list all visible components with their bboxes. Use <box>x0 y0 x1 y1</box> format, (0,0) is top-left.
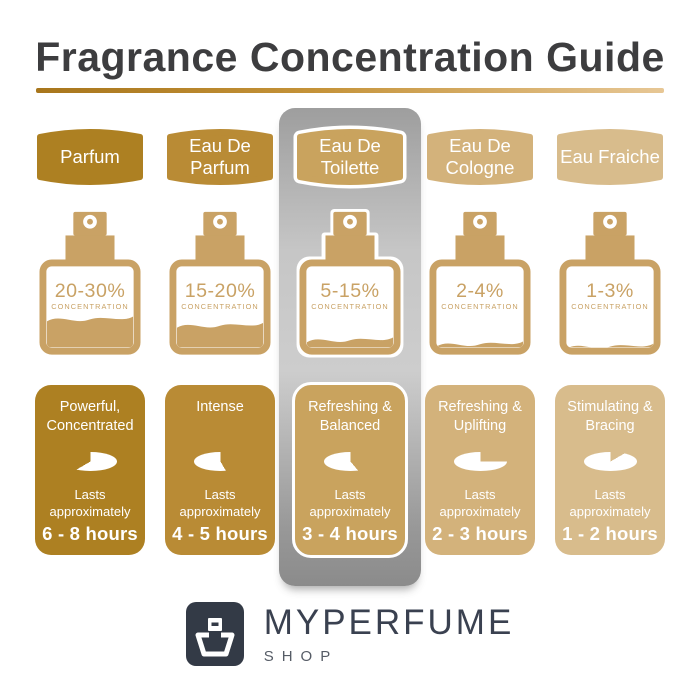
info-card: Refreshing & Balanced Lasts approximatel… <box>292 382 408 559</box>
brand-logo-icon <box>185 602 244 667</box>
column-eau-de-cologne: Eau De Cologne <box>425 126 535 556</box>
bottle-neck <box>65 235 115 261</box>
lasts-label: Lasts approximately <box>569 487 651 520</box>
clock-pie-icon <box>323 452 377 472</box>
type-badge: Eau De Cologne <box>425 126 535 188</box>
info-card: Powerful, Concentrated Lasts approximate… <box>35 385 145 556</box>
sprayer-nozzle-dot <box>217 218 223 225</box>
concentration-label: CONCENTRATION <box>311 302 389 311</box>
type-badge: Eau De Toilette <box>293 125 407 189</box>
clock-pie-icon <box>583 452 637 472</box>
concentration-value: 2-4% <box>456 280 504 302</box>
character-label: Refreshing & Balanced <box>308 399 392 434</box>
page-title: Fragrance Concentration Guide <box>35 34 665 80</box>
duration-value: 4 - 5 hours <box>172 523 268 545</box>
concentration-label: CONCENTRATION <box>51 302 129 311</box>
perfume-bottle-illustration: 1-3% CONCENTRATION <box>555 208 665 359</box>
duration-value: 2 - 3 hours <box>432 523 528 545</box>
perfume-bottle-illustration: 15-20% CONCENTRATION <box>165 208 275 359</box>
concentration-value: 20-30% <box>55 280 126 302</box>
concentration-value: 5-15% <box>320 280 379 302</box>
bottle-neck <box>455 235 505 261</box>
character-label: Stimulating & Bracing <box>567 399 653 434</box>
column-parfum: Parfum <box>35 126 145 556</box>
type-badge-label: Eau De Toilette <box>319 135 381 179</box>
liquid-fill <box>46 316 134 348</box>
columns-grid: Parfum <box>35 108 665 587</box>
cap-dash <box>211 622 219 627</box>
clock-pie-icon <box>193 452 247 472</box>
type-badge: Parfum <box>35 126 145 188</box>
bottle-neck <box>195 235 245 261</box>
badge-shape-icon <box>557 129 663 186</box>
concentration-value: 1-3% <box>586 280 634 302</box>
column-eau-de-toilette-highlighted: Eau De Toilette <box>292 125 408 559</box>
brand-subtitle: SHOP <box>263 648 339 666</box>
lasts-label: Lasts approximately <box>439 487 521 520</box>
bottle-body <box>299 259 401 355</box>
bottle-body <box>429 259 531 355</box>
bottle-neck <box>325 235 375 261</box>
duration-value: 6 - 8 hours <box>42 523 138 545</box>
perfume-bottle-illustration: 20-30% CONCENTRATION <box>35 208 145 359</box>
column-eau-fraiche: Eau Fraiche <box>555 126 665 556</box>
lasts-label: Lasts approximately <box>309 487 391 520</box>
character-label: Refreshing & Uplifting <box>438 399 522 434</box>
sprayer-nozzle-dot <box>347 218 353 225</box>
sprayer-nozzle-dot <box>607 218 613 225</box>
column-eau-de-parfum: Eau De Parfum <box>165 126 275 556</box>
duration-value: 1 - 2 hours <box>562 523 658 545</box>
title-underline <box>36 88 664 94</box>
badge-shape-icon <box>167 129 273 186</box>
info-card: Intense Lasts approximately 4 - 5 hours <box>165 385 275 556</box>
lasts-label: Lasts approximately <box>179 487 261 520</box>
info-card: Stimulating & Bracing Lasts approximatel… <box>555 385 665 556</box>
type-badge-label: Eau Fraiche <box>560 146 660 168</box>
character-label: Intense <box>196 399 244 416</box>
type-badge-label: Eau De Cologne <box>445 135 515 179</box>
type-badge-label: Parfum <box>60 146 120 168</box>
info-card: Refreshing & Uplifting Lasts approximate… <box>425 385 535 556</box>
hull-notch <box>208 630 221 639</box>
character-label: Powerful, Concentrated <box>46 399 134 434</box>
perfume-bottle-illustration: 5-15% CONCENTRATION <box>295 208 405 359</box>
clock-pie-icon <box>453 452 507 472</box>
type-badge: Eau De Parfum <box>165 126 275 188</box>
concentration-value: 15-20% <box>185 280 256 302</box>
badge-shape-icon <box>293 125 407 189</box>
concentration-label: CONCENTRATION <box>181 302 259 311</box>
perfume-bottle-illustration: 2-4% CONCENTRATION <box>425 208 535 359</box>
type-badge: Eau Fraiche <box>555 126 665 188</box>
sprayer-nozzle-dot <box>477 218 483 225</box>
bottle-body <box>559 259 661 355</box>
concentration-label: CONCENTRATION <box>441 302 519 311</box>
type-badge-label: Eau De Parfum <box>189 135 251 179</box>
bottle-neck <box>585 235 635 261</box>
liquid-fill <box>176 322 264 348</box>
badge-shape-icon <box>427 129 533 186</box>
sprayer-nozzle-dot <box>87 218 93 225</box>
brand-name: MYPERFUME <box>263 603 515 643</box>
duration-value: 3 - 4 hours <box>302 523 398 545</box>
badge-shape-icon <box>37 129 143 186</box>
clock-pie-icon <box>63 452 117 472</box>
concentration-label: CONCENTRATION <box>571 302 649 311</box>
lasts-label: Lasts approximately <box>49 487 131 520</box>
brand-footer: MYPERFUME SHOP <box>0 602 700 667</box>
